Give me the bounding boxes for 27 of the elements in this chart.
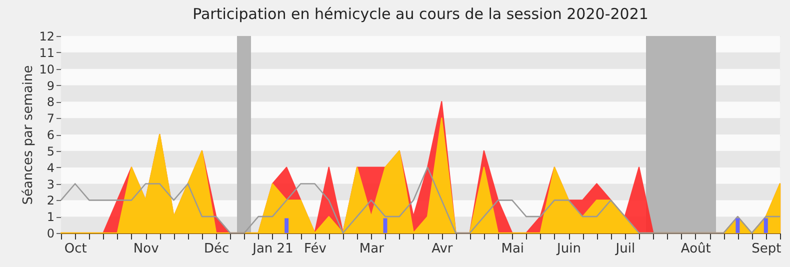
- y-tick-label: 8: [46, 95, 54, 110]
- y-tick-label: 12: [39, 30, 54, 44]
- x-tick-label: Jan 21: [252, 242, 294, 256]
- x-tick-label: Nov: [133, 242, 160, 256]
- x-tick-label: Juin: [556, 242, 581, 256]
- x-tick-label: Oct: [64, 242, 87, 256]
- y-tick-label: 2: [46, 194, 54, 208]
- y-tick-label: 3: [46, 177, 54, 192]
- x-tick-label: Sept: [752, 242, 782, 256]
- y-tick-label: 0: [46, 226, 54, 240]
- x-tick-label: Mai: [501, 242, 524, 256]
- chart-title: Participation en hémicycle au cours de la session 2020-2021: [192, 5, 648, 23]
- x-tick-label: Fév: [304, 242, 327, 256]
- y-tick-label: 7: [46, 112, 54, 126]
- x-tick-label: Juil: [614, 242, 636, 256]
- x-tick-label: Août: [680, 242, 711, 256]
- y-tick-label: 6: [46, 128, 54, 142]
- x-tick-label: Avr: [432, 242, 454, 256]
- y-axis-title: Séances par semaine: [21, 65, 36, 205]
- y-tick-label: 11: [39, 46, 54, 60]
- y-tick-label: 1: [46, 210, 54, 224]
- y-tick-label: 9: [46, 78, 54, 93]
- y-tick-label: 5: [46, 144, 54, 158]
- y-tick-label: 4: [46, 160, 54, 175]
- x-tick-label: Mar: [359, 242, 385, 256]
- y-tick-label: 10: [39, 62, 54, 76]
- x-tick-label: Déc: [204, 242, 230, 256]
